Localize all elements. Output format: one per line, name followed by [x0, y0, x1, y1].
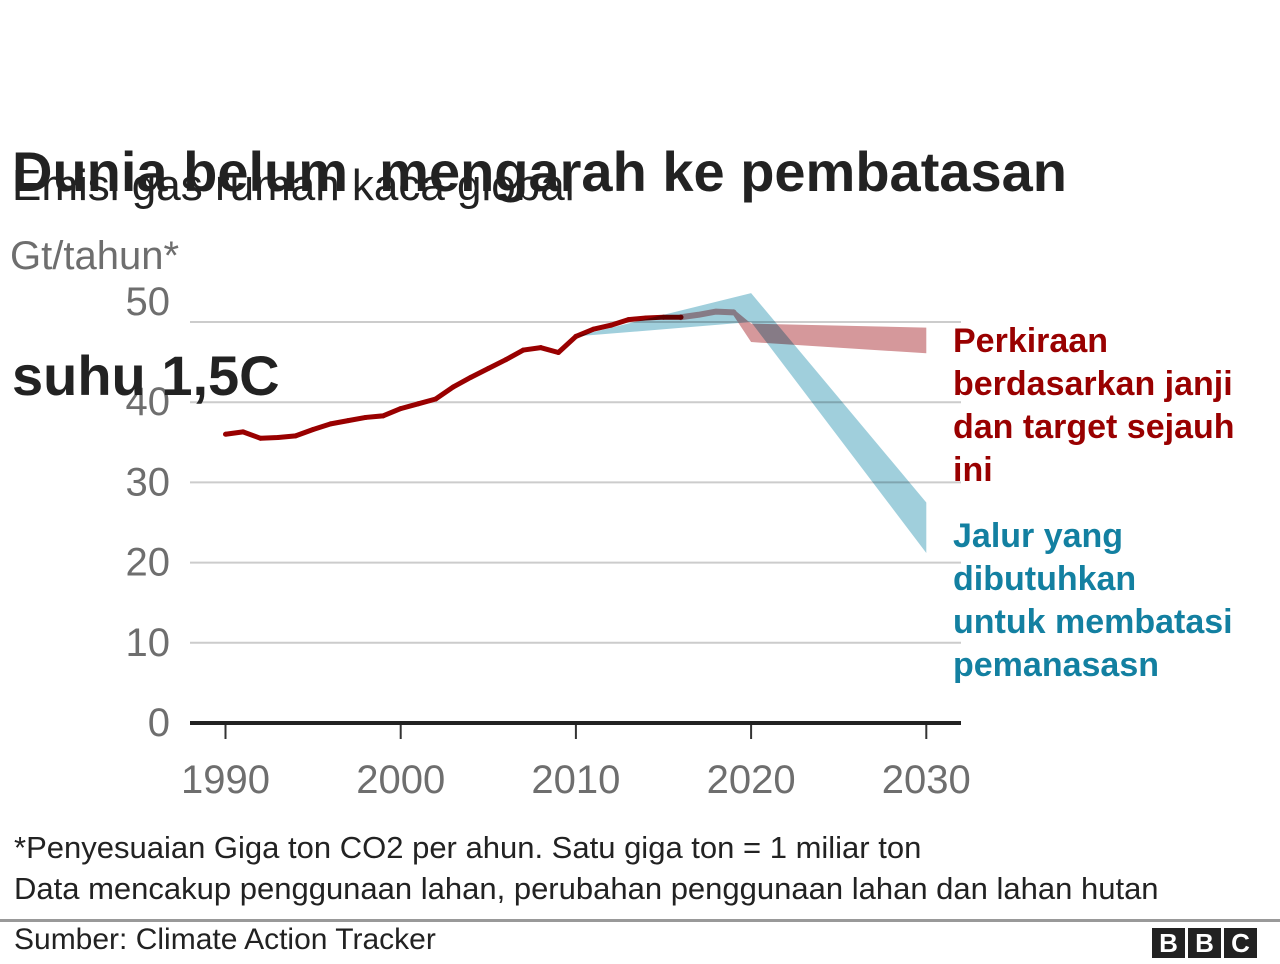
bbc-logo-letter: B — [1152, 928, 1185, 958]
historical-data-point — [363, 414, 369, 420]
x-tick-label: 1990 — [181, 758, 270, 802]
historical-data-point — [625, 317, 631, 323]
legend-projection-label-line: Perkiraan — [953, 322, 1108, 360]
footnotes: *Penyesuaian Giga ton CO2 per ahun. Satu… — [14, 827, 1159, 909]
historical-data-point — [380, 413, 386, 419]
x-tick-label: 2020 — [707, 758, 796, 802]
historical-data-point — [275, 434, 281, 440]
legend-projection-label-line: ini — [953, 451, 993, 489]
legend-pathway-label-line: pemanasasn — [953, 646, 1159, 684]
footer-divider — [0, 919, 1280, 922]
footnote-line: Data mencakup penggunaan lahan, perubaha… — [14, 871, 1159, 906]
legend-pathway-label-line: dibutuhkan — [953, 560, 1137, 598]
historical-data-point — [590, 326, 596, 332]
historical-data-point — [223, 431, 228, 437]
y-axis-unit-label: Gt/tahun* — [10, 234, 180, 278]
y-tick-label: 40 — [126, 380, 171, 424]
y-tick-label: 0 — [148, 701, 170, 745]
legend-projection-label-line: berdasarkan janji — [953, 365, 1233, 403]
historical-series — [223, 314, 684, 441]
footnote-line: *Penyesuaian Giga ton CO2 per ahun. Satu… — [14, 830, 922, 865]
historical-data-point — [345, 418, 351, 424]
chart-subtitle: Emisi gas rumah kaca global — [12, 161, 575, 210]
legend-pathway-label-line: untuk membatasi — [953, 603, 1233, 641]
chart-title: Dunia belum mengarah ke pembatasan suhu … — [12, 2, 1067, 478]
bbc-logo-letter: B — [1188, 928, 1221, 958]
x-tick-label: 2010 — [531, 758, 620, 802]
y-tick-label: 30 — [126, 460, 171, 504]
bbc-logo-letter: C — [1224, 928, 1257, 958]
historical-data-point — [503, 357, 509, 363]
x-tick-label: 2030 — [882, 758, 971, 802]
legend-projection-label: Perkiraan berdasarkan janji dan target s… — [953, 320, 1235, 492]
historical-data-point — [240, 429, 246, 435]
historical-data-point — [608, 322, 614, 328]
historical-data-point — [555, 349, 561, 355]
historical-data-point — [258, 435, 264, 441]
historical-data-point — [415, 401, 421, 407]
y-tick-label: 20 — [126, 541, 171, 585]
historical-data-point — [398, 406, 404, 412]
chart-title-line: suhu 1,5C — [12, 344, 280, 407]
legend-pathway-label: Jalur yang dibutuhkan untuk membatasi pe… — [953, 515, 1233, 687]
historical-data-point — [433, 396, 439, 402]
historical-data-point — [328, 421, 334, 427]
historical-data-point — [520, 347, 526, 353]
chart-title-line: Dunia belum mengarah ke pembatasan — [12, 140, 1067, 203]
legend-projection-label-line: dan target sejauh — [953, 408, 1235, 446]
pathway-band — [575, 293, 927, 553]
historical-data-point — [310, 426, 316, 432]
y-tick-label: 50 — [126, 280, 171, 324]
historical-data-point — [538, 345, 544, 351]
historical-data-point — [450, 384, 456, 390]
y-tick-label: 10 — [126, 621, 171, 665]
historical-data-point — [468, 374, 474, 380]
source-text: Sumber: Climate Action Tracker — [14, 923, 436, 956]
bbc-logo: B B C — [1152, 928, 1257, 958]
x-tick-label: 2000 — [356, 758, 445, 802]
legend-pathway-label-line: Jalur yang — [953, 517, 1124, 555]
historical-data-point — [485, 366, 491, 372]
historical-data-point — [293, 433, 299, 439]
